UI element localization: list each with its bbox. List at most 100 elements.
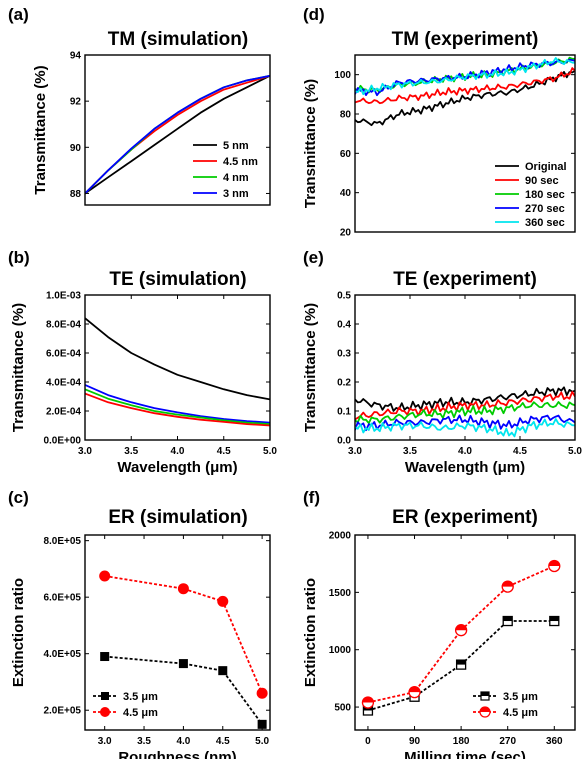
panel-title: ER (experiment) bbox=[392, 507, 538, 528]
legend: 3.5 μm 4.5 μm bbox=[93, 691, 158, 719]
x-tick-label: 3.5 bbox=[137, 736, 151, 747]
data-point bbox=[218, 666, 228, 676]
y-axis-label: Transmittance (%) bbox=[302, 79, 319, 208]
series-group bbox=[355, 56, 575, 127]
panel-label: (b) bbox=[8, 248, 30, 267]
y-tick-label: 0.0E+00 bbox=[43, 436, 81, 447]
plot-frame bbox=[354, 534, 576, 731]
data-point-half bbox=[455, 624, 467, 631]
legend-label: 270 sec bbox=[525, 203, 565, 215]
legend: Original 90 sec 180 sec 270 sec 360 sec bbox=[495, 161, 567, 229]
series-line-3 bbox=[85, 392, 270, 427]
panel-title: ER (simulation) bbox=[108, 507, 247, 528]
y-tick-label: 1.0E-03 bbox=[46, 291, 81, 302]
data-point bbox=[99, 570, 111, 582]
panel-label: (c) bbox=[8, 488, 29, 507]
legend-marker bbox=[101, 692, 109, 700]
y-tick-label: 0.0 bbox=[337, 436, 351, 447]
legend-label: 4 nm bbox=[223, 172, 249, 184]
y-tick-label: 2000 bbox=[329, 531, 352, 542]
y-tick-label: 2.0E+05 bbox=[43, 706, 81, 717]
y-tick-label: 0.1 bbox=[337, 407, 351, 418]
data-point-half bbox=[362, 696, 374, 703]
data-point-half bbox=[456, 660, 466, 665]
y-tick-label: 6.0E-04 bbox=[46, 349, 81, 360]
data-point-half bbox=[409, 686, 421, 693]
x-tick-label: 180 bbox=[453, 736, 470, 747]
plot-frame bbox=[84, 534, 271, 731]
series-line-3 bbox=[355, 414, 575, 432]
y-tick-label: 4.0E-04 bbox=[46, 378, 81, 389]
legend-label: 3.5 μm bbox=[503, 691, 538, 703]
y-axis-label: Transmittance (%) bbox=[10, 303, 27, 432]
data-point bbox=[217, 595, 229, 607]
y-tick-label: 60 bbox=[340, 149, 352, 160]
panel-title: TM (experiment) bbox=[392, 29, 539, 50]
panel-f: (f) ER (experiment) 500 1000 1500 2000 0 90 180 2… bbox=[302, 488, 576, 759]
series-line-0 bbox=[85, 317, 270, 401]
x-tick-label: 3.0 bbox=[78, 446, 92, 457]
x-tick-label: 4.5 bbox=[217, 446, 231, 457]
panel-label: (f) bbox=[303, 488, 320, 507]
data-point bbox=[178, 659, 188, 669]
y-tick-label: 1000 bbox=[329, 645, 352, 656]
series-line-90-sec bbox=[355, 67, 575, 105]
x-tick-label: 4.5 bbox=[216, 736, 230, 747]
series-group bbox=[85, 74, 270, 195]
panel-label: (e) bbox=[303, 248, 324, 267]
plot-frame bbox=[84, 294, 271, 441]
y-tick-label: 92 bbox=[70, 97, 82, 108]
panel-a: (a) TM (simulation) 88 90 92 94 Transmittance … bbox=[8, 5, 271, 206]
legend-label: 4.5 nm bbox=[223, 156, 258, 168]
y-tick-label: 0.5 bbox=[337, 291, 351, 302]
legend-label: 360 sec bbox=[525, 217, 565, 229]
data-point bbox=[177, 583, 189, 595]
legend-label: 3.5 μm bbox=[123, 691, 158, 703]
legend-label: 180 sec bbox=[525, 189, 565, 201]
x-tick-label: 90 bbox=[409, 736, 421, 747]
data-point-half bbox=[503, 616, 513, 622]
x-tick-label: 360 bbox=[546, 736, 563, 747]
legend-marker-half bbox=[480, 707, 490, 712]
x-tick-label: 5.0 bbox=[568, 446, 582, 457]
y-tick-label: 4.0E+05 bbox=[43, 649, 81, 660]
legend-label: 4.5 μm bbox=[503, 707, 538, 719]
y-tick-label: 500 bbox=[334, 703, 351, 714]
x-tick-label: 3.5 bbox=[124, 446, 138, 457]
data-point bbox=[100, 652, 110, 662]
legend-label: 4.5 μm bbox=[123, 707, 158, 719]
y-tick-label: 94 bbox=[70, 51, 82, 62]
y-tick-label: 88 bbox=[70, 189, 82, 200]
legend-label: 3 nm bbox=[223, 188, 249, 200]
panel-b: (b) TE (simulation) 0.0E+00 2.0E-04 4.0E-04 6… bbox=[8, 248, 277, 476]
series-group bbox=[104, 575, 263, 725]
y-axis-label: Transmittance (%) bbox=[302, 303, 319, 432]
series-line-360-sec bbox=[355, 57, 575, 96]
series-group bbox=[355, 386, 575, 438]
data-point-half bbox=[548, 560, 560, 566]
series-group bbox=[85, 317, 270, 427]
y-tick-label: 0.3 bbox=[337, 349, 351, 360]
x-tick-label: 3.5 bbox=[403, 446, 417, 457]
series-line-5-nm bbox=[85, 74, 270, 195]
y-tick-label: 0.4 bbox=[337, 320, 351, 331]
legend-label: 5 nm bbox=[223, 140, 249, 152]
panel-e: (e) TE (experiment) 0.0 0.1 0.2 0.3 0.4 0.5 3.0 3… bbox=[302, 248, 582, 476]
data-point bbox=[256, 687, 268, 699]
panel-d: (d) TM (experiment) 20 40 60 80 100 Transmittan… bbox=[302, 5, 576, 239]
y-axis-label: Transmittance (%) bbox=[32, 65, 49, 194]
y-tick-label: 100 bbox=[334, 70, 351, 81]
y-tick-label: 20 bbox=[340, 228, 352, 239]
legend: 5 nm 4.5 nm 4 nm 3 nm bbox=[193, 140, 258, 200]
x-axis-label: Wavelength (μm) bbox=[117, 459, 237, 476]
x-tick-label: 4.5 bbox=[513, 446, 527, 457]
y-tick-label: 6.0E+05 bbox=[43, 593, 81, 604]
data-point-half bbox=[502, 581, 514, 587]
x-tick-label: 270 bbox=[499, 736, 516, 747]
panel-title: TE (simulation) bbox=[109, 269, 246, 290]
series-line-1 bbox=[85, 384, 270, 424]
x-axis-label: Milling time (sec) bbox=[404, 749, 526, 759]
series-line-3-nm bbox=[85, 74, 270, 195]
plot-frame bbox=[84, 54, 271, 206]
y-tick-label: 0.2 bbox=[337, 378, 351, 389]
